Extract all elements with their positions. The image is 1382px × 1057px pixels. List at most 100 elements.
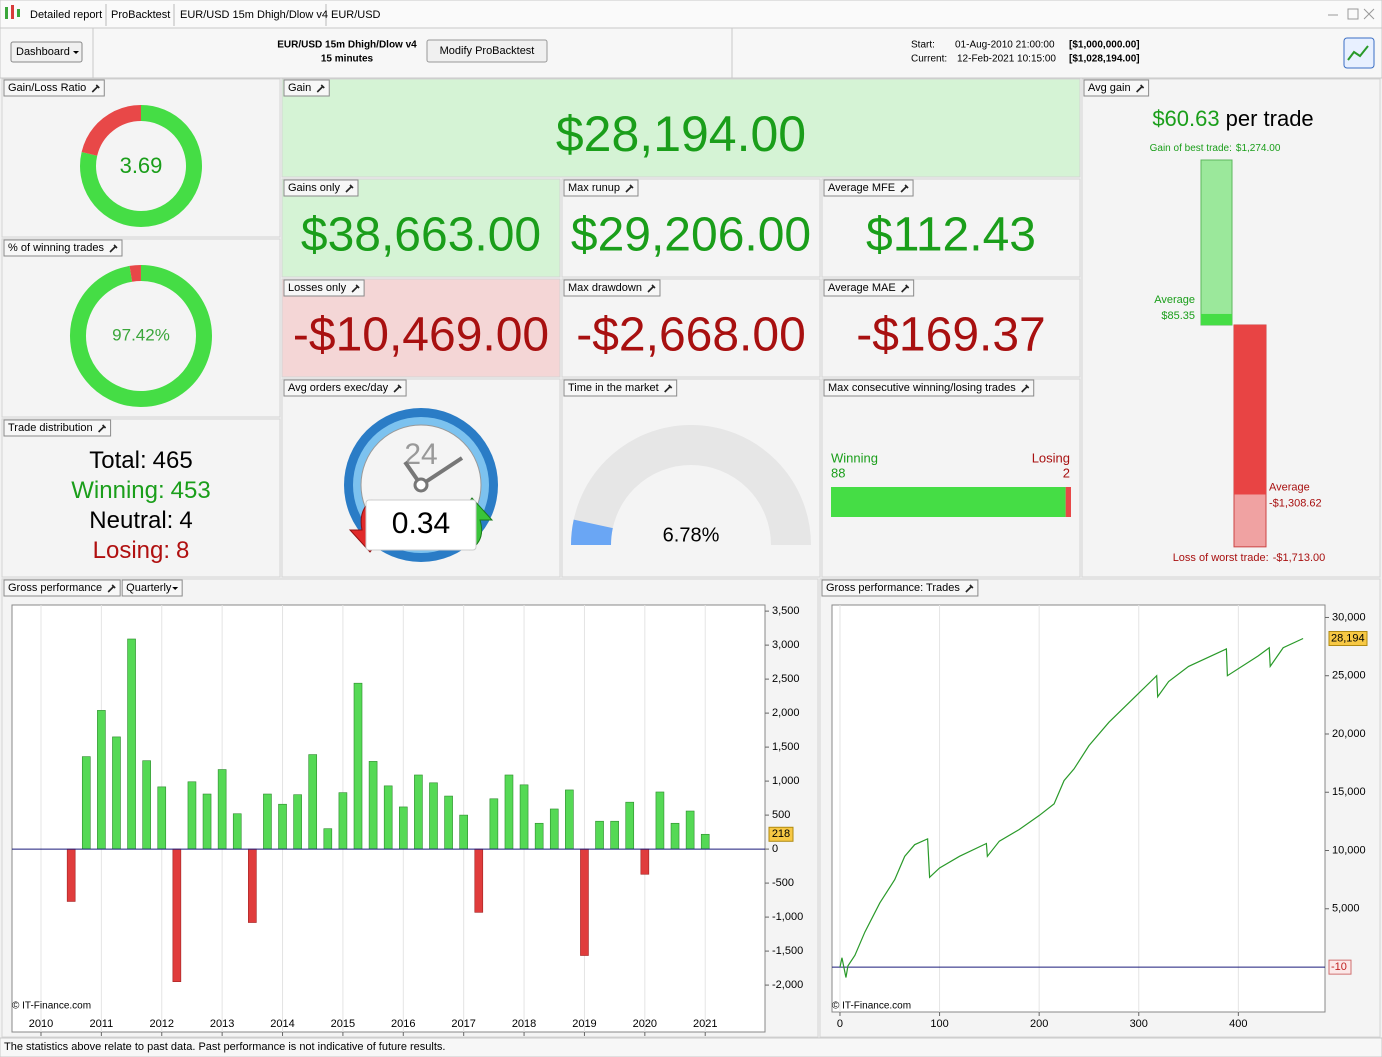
panel-title: Gain/Loss Ratio xyxy=(8,82,86,94)
equity-line xyxy=(839,637,1304,978)
wrench-icon xyxy=(900,184,909,193)
label: Current: xyxy=(911,54,947,65)
panel-title-box xyxy=(823,379,1035,397)
panel-title-box xyxy=(3,239,123,257)
dropdown-arrow xyxy=(172,587,179,590)
bar xyxy=(172,848,182,982)
clock-center xyxy=(413,477,429,493)
x-tick-label: 2014 xyxy=(270,1018,294,1030)
winning-pct: 97.42% xyxy=(112,325,170,344)
distribution-row: Losing: 8 xyxy=(93,537,190,564)
label: $85.35 xyxy=(1161,310,1195,322)
tab[interactable]: EUR/USD xyxy=(331,9,381,21)
panel-title-box xyxy=(3,419,112,437)
window-button[interactable] xyxy=(1347,8,1359,20)
y-tick-label: 25,000 xyxy=(1332,670,1366,682)
dashboard-label[interactable]: Dashboard xyxy=(16,46,70,58)
report-icon[interactable] xyxy=(1343,37,1375,69)
stat-value: -$169.37 xyxy=(856,309,1046,362)
y-tick-label: 500 xyxy=(772,809,790,821)
bar xyxy=(278,803,287,850)
bar xyxy=(640,848,650,875)
toolbar xyxy=(0,27,1382,79)
wrench-icon xyxy=(345,184,354,193)
panel xyxy=(281,78,1081,178)
panel-title: Time in the market xyxy=(568,382,659,394)
bar xyxy=(610,820,619,850)
label: [$1,000,000.00] xyxy=(1069,40,1140,51)
x-tick-label: 100 xyxy=(930,1018,948,1030)
stat-value: $38,663.00 xyxy=(301,209,541,262)
text-part: -$1,713.00 xyxy=(1273,552,1326,564)
period-dropdown[interactable] xyxy=(121,579,183,597)
x-tick-label: 2019 xyxy=(572,1018,596,1030)
panel-title: Avg gain xyxy=(1088,82,1131,94)
marker-box xyxy=(1328,959,1352,975)
text-part: Loss of worst trade: xyxy=(1173,552,1269,564)
x-tick-label: 2016 xyxy=(391,1018,415,1030)
app-icon xyxy=(17,9,20,17)
y-tick-label: -1,000 xyxy=(772,911,803,923)
panel-title-box xyxy=(563,179,639,197)
bar xyxy=(217,769,227,850)
dashboard-button[interactable] xyxy=(10,41,83,63)
panel xyxy=(1,418,281,578)
bar xyxy=(595,820,604,850)
bar xyxy=(534,822,544,850)
label: [$1,028,194.00] xyxy=(1069,54,1140,65)
ratio-value: 3.69 xyxy=(120,153,163,178)
panel-title-box xyxy=(821,579,979,597)
y-tick-label: 2,000 xyxy=(772,707,800,719)
bar xyxy=(398,806,408,850)
status-bar xyxy=(0,1037,1382,1057)
bar xyxy=(519,784,529,850)
best-trade-bar xyxy=(1200,159,1233,326)
stat-value: $112.43 xyxy=(866,209,1036,262)
panel-title: Gain xyxy=(288,82,311,94)
text-part: Gain of best trade: xyxy=(1150,143,1232,154)
window-button[interactable] xyxy=(1363,8,1375,20)
panel-title-box xyxy=(283,179,359,197)
bar xyxy=(97,710,106,850)
distribution-row: Winning: 453 xyxy=(71,477,210,504)
bar xyxy=(444,795,453,850)
plot-area xyxy=(831,604,1326,1013)
wrench-icon xyxy=(965,584,974,593)
bar xyxy=(368,761,378,850)
bar xyxy=(293,794,302,850)
donut-losing xyxy=(129,265,142,282)
gain-value: $28,194.00 xyxy=(556,106,806,162)
bar xyxy=(81,756,91,850)
gauge-fill xyxy=(571,519,613,546)
bar xyxy=(202,793,212,850)
tab[interactable]: ProBacktest xyxy=(111,9,170,21)
x-tick-label: 2021 xyxy=(693,1018,717,1030)
modify-button[interactable] xyxy=(426,39,548,63)
stat-value: $29,206.00 xyxy=(571,209,811,262)
wrench-icon xyxy=(107,584,116,593)
distribution-row: Neutral: 4 xyxy=(89,507,192,534)
y-tick-label: 15,000 xyxy=(1332,786,1366,798)
text-part: 453 xyxy=(171,477,211,504)
y-tick-label: 30,000 xyxy=(1332,611,1366,623)
panel-title: Gains only xyxy=(288,182,340,194)
text-part: 8 xyxy=(176,537,189,564)
timeframe: 15 minutes xyxy=(321,54,374,65)
panel xyxy=(1081,78,1381,578)
bar xyxy=(127,638,136,850)
bar xyxy=(308,754,318,850)
bar xyxy=(263,793,272,850)
y-tick-label: 10,000 xyxy=(1332,844,1366,856)
tab[interactable]: Detailed report xyxy=(30,9,102,21)
modify-label[interactable]: Modify ProBacktest xyxy=(440,45,535,57)
app-icon xyxy=(5,7,8,19)
wrench-icon xyxy=(647,284,656,293)
panel-title-box xyxy=(283,279,365,297)
bar xyxy=(459,814,468,850)
clock-number: 24 xyxy=(404,438,437,471)
panel-title-box xyxy=(3,579,121,597)
x-tick-label: 2017 xyxy=(451,1018,475,1030)
bar xyxy=(625,801,635,850)
tab[interactable]: EUR/USD 15m Dhigh/Dlow v4 xyxy=(180,9,328,21)
panel-title: Losses only xyxy=(288,282,347,294)
